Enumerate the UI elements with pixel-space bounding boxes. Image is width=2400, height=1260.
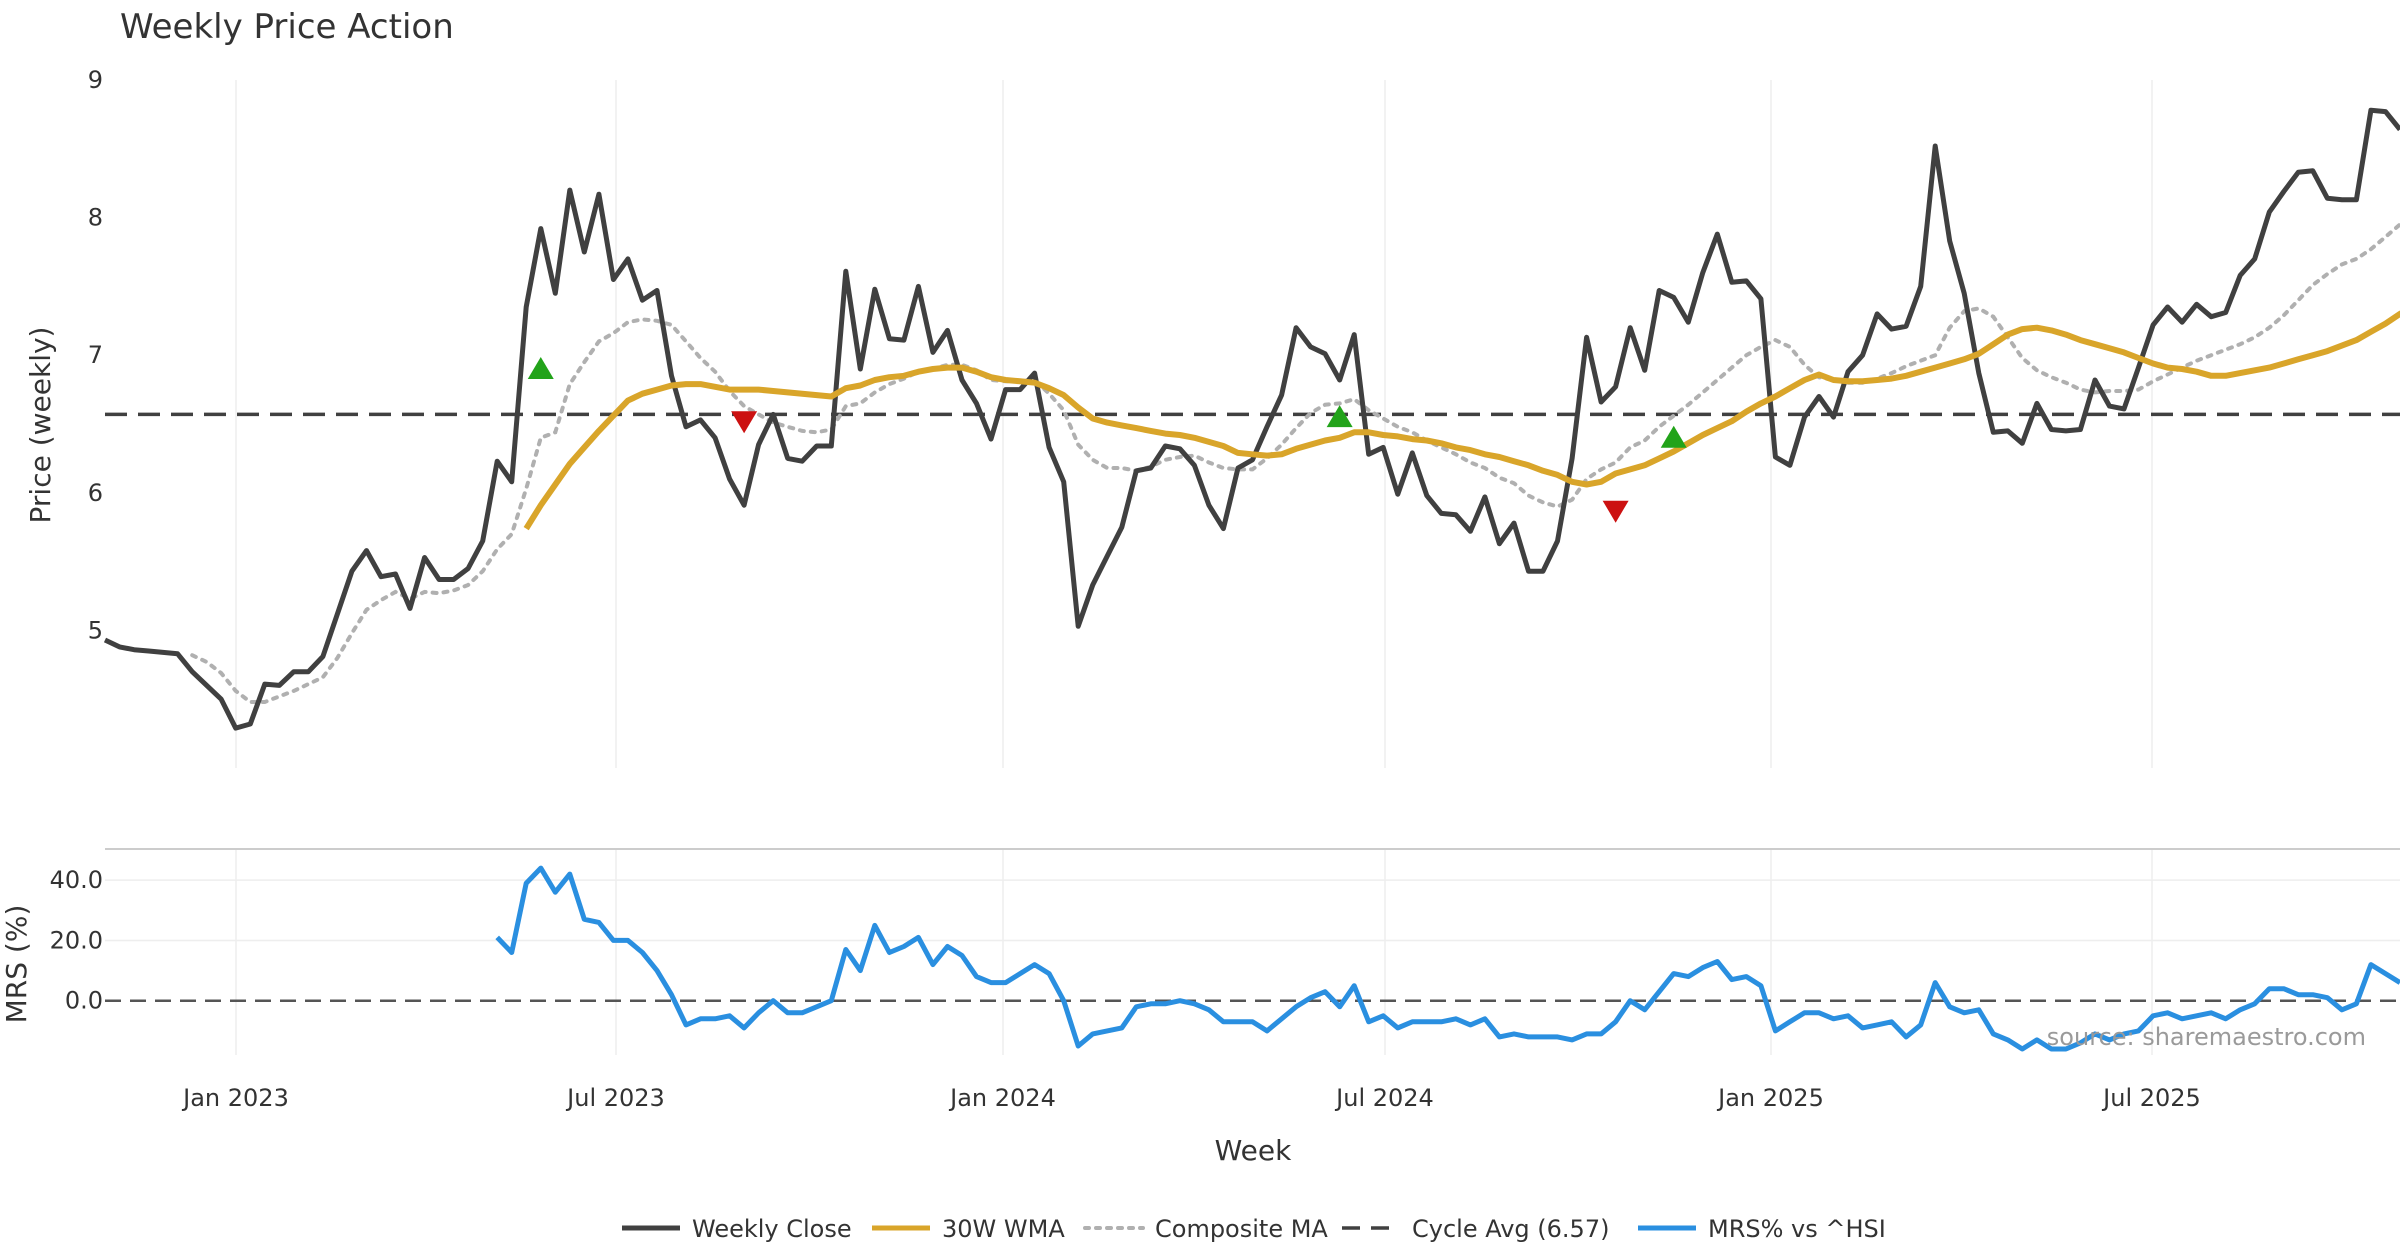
wma-30w-line: [523, 310, 2400, 531]
mrs-line: [495, 865, 2400, 1052]
price-y-tick-label: 6: [88, 479, 103, 507]
price-y-tick-label: 7: [88, 341, 103, 369]
mrs-y-axis-label: MRS (%): [0, 905, 33, 1024]
mrs-y-tick-label: 20.0: [50, 926, 103, 954]
chart-title: Weekly Price Action: [120, 7, 454, 47]
price-y-tick-label: 9: [88, 66, 103, 94]
x-tick-labels: Jan 2023 Jul 2023 Jan 2024 Jul 2024 Jan 2025…: [181, 1084, 2201, 1112]
x-axis-label: Week: [1215, 1134, 1292, 1167]
sell-signal-marker: [1602, 500, 1629, 523]
source-credit: source: sharemaestro.com: [2047, 1023, 2366, 1051]
x-tick-label: Jan 2025: [1716, 1084, 1824, 1112]
mrs-y-tick-label: 0.0: [65, 987, 103, 1015]
x-tick-label: Jan 2024: [948, 1084, 1056, 1112]
legend-label: Cycle Avg (6.57): [1412, 1215, 1609, 1243]
legend-label: MRS% vs ^HSI: [1708, 1215, 1886, 1243]
legend-label: Weekly Close: [692, 1215, 852, 1243]
price-y-ticks: 5 6 7 8 9: [88, 66, 103, 644]
buy-signal-marker: [1660, 425, 1687, 448]
mrs-series-group: [105, 865, 2400, 1052]
composite-ma-line: [190, 221, 2400, 704]
sell-signal-marker: [731, 411, 758, 434]
x-tick-label: Jul 2025: [2101, 1084, 2201, 1112]
signal-markers: [527, 356, 1687, 523]
price-y-axis-label: Price (weekly): [24, 327, 57, 524]
legend-label: 30W WMA: [942, 1215, 1065, 1243]
x-tick-label: Jul 2023: [565, 1084, 665, 1112]
weekly-close-line: [103, 107, 2400, 731]
mrs-y-tick-label: 40.0: [50, 866, 103, 894]
buy-signal-marker: [527, 356, 554, 379]
legend: Weekly Close 30W WMA Composite MA Cycle Avg…: [622, 1215, 1886, 1243]
mrs-y-ticks: 0.0 20.0 40.0: [50, 866, 2400, 1015]
price-y-tick-label: 8: [88, 204, 103, 232]
buy-signal-marker: [1326, 405, 1353, 428]
price-series-group: [103, 107, 2400, 731]
price-y-tick-label: 5: [88, 616, 103, 644]
x-tick-label: Jul 2024: [1334, 1084, 1434, 1112]
legend-label: Composite MA: [1155, 1215, 1328, 1243]
x-tick-label: Jan 2023: [181, 1084, 289, 1112]
